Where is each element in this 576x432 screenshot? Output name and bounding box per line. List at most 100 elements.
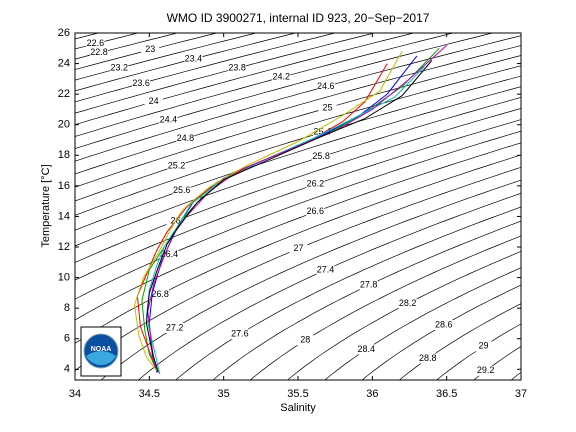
isopycnal bbox=[212, 220, 521, 380]
contour-label: 25.4 bbox=[313, 127, 331, 137]
isopycnal bbox=[75, 166, 521, 372]
axes: 34 34.5 35 35.5 36 36.5 3746810121416182022242… bbox=[58, 27, 527, 400]
x-tick-label: 37 bbox=[515, 388, 527, 400]
isopycnal bbox=[75, 33, 376, 114]
isopycnal bbox=[75, 45, 521, 175]
contour-label: 28.8 bbox=[419, 353, 437, 363]
contour-label-bg bbox=[159, 115, 178, 126]
isopycnal bbox=[324, 267, 521, 380]
isopycnal bbox=[75, 142, 521, 321]
contour-label: 26.2 bbox=[307, 179, 325, 189]
contour-label-bg bbox=[312, 151, 331, 162]
contour-label-bg bbox=[318, 102, 337, 113]
contour-label: 25.8 bbox=[312, 151, 330, 161]
isopycnal bbox=[137, 192, 521, 380]
y-tick-label: 26 bbox=[58, 27, 70, 39]
contour-label: 23.2 bbox=[111, 63, 129, 73]
isopycnal bbox=[75, 86, 521, 231]
noaa-logo: NOAA bbox=[80, 326, 122, 377]
contour-label-bg bbox=[316, 264, 335, 275]
x-tick-label: 36 bbox=[366, 388, 378, 400]
contour-label: 22.6 bbox=[87, 38, 105, 48]
contour-label: 23.8 bbox=[228, 63, 246, 73]
contour-label-bg bbox=[357, 344, 376, 355]
isopycnal bbox=[75, 65, 521, 202]
contour-label: 28.4 bbox=[358, 344, 376, 354]
profile-line bbox=[145, 60, 433, 373]
contour-label: 27.8 bbox=[360, 280, 378, 290]
contour-label-bg bbox=[228, 63, 247, 74]
y-tick-label: 22 bbox=[58, 88, 70, 100]
contour-label: 28.6 bbox=[435, 319, 453, 329]
contour-label: 25.2 bbox=[168, 160, 186, 170]
contour-label-bg bbox=[176, 133, 195, 144]
contour-label: 26.4 bbox=[161, 249, 179, 259]
contour-label-bg bbox=[289, 243, 308, 254]
isopycnal bbox=[436, 323, 521, 380]
profile-line bbox=[133, 51, 403, 372]
y-tick-label: 8 bbox=[64, 302, 70, 314]
y-tick-label: 12 bbox=[58, 241, 70, 253]
isopycnal bbox=[75, 108, 521, 263]
contour-label-bg bbox=[144, 96, 163, 107]
contour-label: 23.6 bbox=[132, 78, 150, 88]
isopycnal bbox=[361, 284, 521, 380]
isopycnal bbox=[398, 303, 521, 380]
contours: 22.622.8 23 23.2 23.4 23.6 23.8 24 24.2 24.4 24.6… bbox=[75, 33, 521, 380]
contour-label: 25 bbox=[323, 102, 333, 112]
contour-label-bg bbox=[474, 341, 493, 352]
contour-label-bg bbox=[110, 63, 129, 74]
y-tick-label: 4 bbox=[64, 363, 70, 375]
contour-label: 25.6 bbox=[173, 185, 191, 195]
contour-label-bg bbox=[151, 289, 170, 300]
isopycnal bbox=[75, 75, 521, 216]
contour-label-bg bbox=[359, 280, 378, 291]
contour-label-bg bbox=[230, 329, 249, 340]
contour-label-bg bbox=[398, 298, 417, 309]
y-tick-label: 20 bbox=[58, 119, 70, 131]
isopycnal bbox=[75, 35, 521, 162]
contour-label-bg bbox=[165, 323, 184, 334]
contour-label: 28 bbox=[300, 335, 310, 345]
isopycnal bbox=[75, 33, 494, 149]
contour-label-bg bbox=[313, 127, 332, 138]
isopycnal bbox=[75, 33, 416, 126]
contour-label-bg bbox=[418, 353, 437, 364]
contour-label-bg bbox=[86, 38, 105, 49]
isopycnal bbox=[287, 251, 521, 380]
contour-label-bg bbox=[316, 81, 335, 92]
contour-label-bg bbox=[167, 160, 186, 171]
contour-label: 23 bbox=[145, 44, 155, 54]
y-tick-label: 6 bbox=[64, 333, 70, 345]
profile-line bbox=[145, 66, 425, 375]
y-tick-label: 10 bbox=[58, 271, 70, 283]
contour-label: 29 bbox=[479, 341, 489, 351]
contour-label-bg bbox=[172, 185, 191, 196]
contour-label: 27.6 bbox=[231, 329, 249, 339]
profile-line bbox=[147, 44, 448, 370]
x-axis-label: Salinity bbox=[280, 402, 316, 414]
contour-label: 24.8 bbox=[177, 133, 195, 143]
contour-label: 23.4 bbox=[185, 53, 203, 63]
contour-label: 24.6 bbox=[317, 81, 335, 91]
logo-wave bbox=[86, 351, 116, 365]
contour-label-bg bbox=[306, 206, 325, 217]
isopycnal bbox=[75, 97, 521, 247]
x-tick-label: 35 bbox=[218, 388, 230, 400]
isopycnal bbox=[75, 33, 455, 137]
contour-label: 27 bbox=[293, 243, 303, 253]
y-tick-label: 18 bbox=[58, 149, 70, 161]
plot-frame bbox=[74, 32, 522, 381]
isopycnal bbox=[249, 235, 521, 380]
x-tick-label: 35.5 bbox=[287, 388, 308, 400]
contour-label-bg bbox=[272, 72, 291, 83]
logo-text: NOAA bbox=[91, 346, 112, 353]
contour-label-bg bbox=[296, 335, 315, 346]
contour-label: 26.6 bbox=[306, 206, 324, 216]
y-tick-label: 24 bbox=[58, 57, 70, 69]
contour-label-bg bbox=[434, 319, 453, 330]
profiles bbox=[133, 44, 448, 375]
contour-label: 29.2 bbox=[477, 365, 495, 375]
x-tick-label: 34 bbox=[69, 388, 81, 400]
isopycnal bbox=[75, 55, 521, 188]
